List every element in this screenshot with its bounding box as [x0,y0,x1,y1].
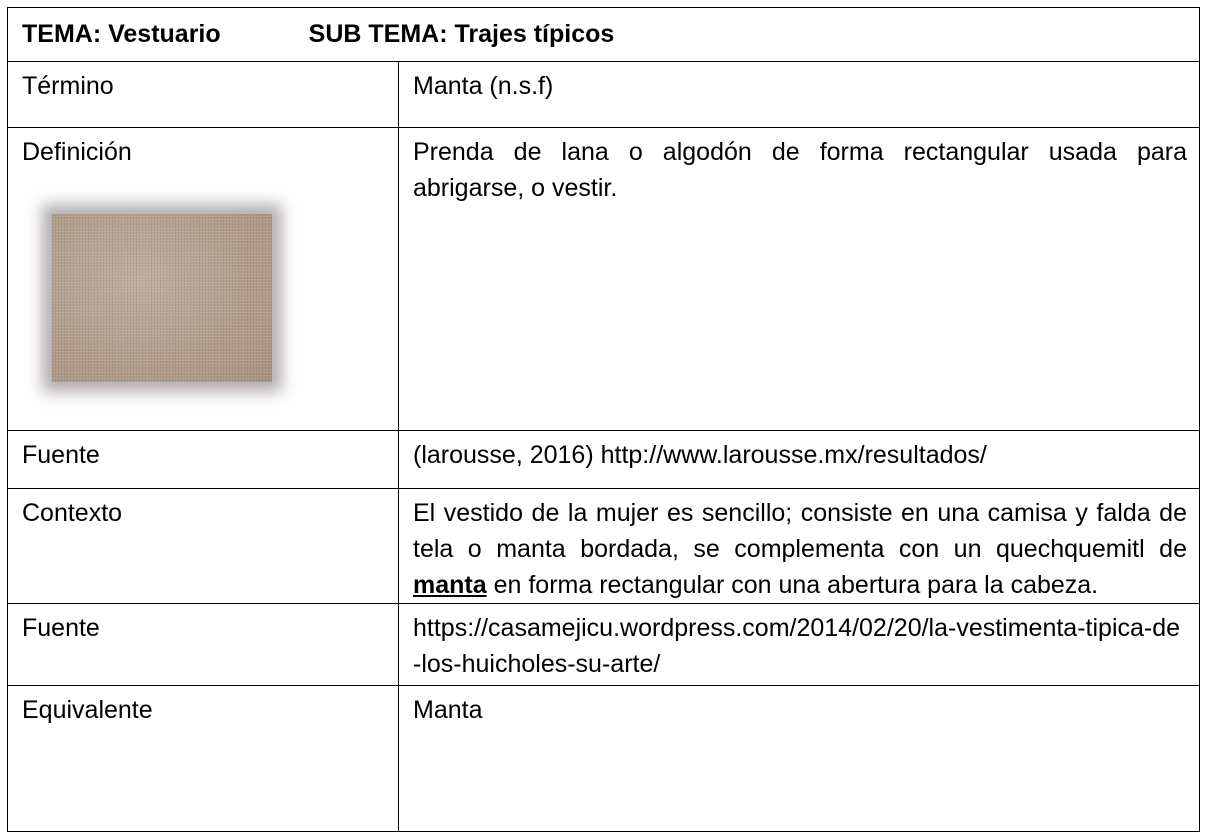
row-label: Contexto [7,488,399,604]
row-value: El vestido de la mujer es sencillo; cons… [398,488,1200,604]
tema: TEMA: Vestuario [22,20,221,48]
row-value: Manta (n.s.f) [398,61,1200,128]
context-text: El vestido de la mujer es sencillo; cons… [413,499,1187,563]
row-label: Fuente [7,603,399,686]
subtema: SUB TEMA: Trajes típicos [308,20,615,48]
row-label: Equivalente [7,685,399,832]
row: Fuente https://casamejicu.wordpress.com/… [7,603,1200,686]
row-label: Fuente [7,430,399,489]
row: Contexto El vestido de la mujer es senci… [7,488,1200,604]
row: Término Manta (n.s.f) [7,61,1200,128]
row-label-cell: Definición [7,127,399,431]
row-value: (larousse, 2016) http://www.larousse.mx/… [398,430,1200,489]
row-value: https://casamejicu.wordpress.com/2014/02… [398,603,1200,686]
header-row: TEMA: Vestuario SUB TEMA: Trajes típicos [7,7,1200,62]
row-value: Manta [398,685,1200,832]
context-text: en forma rectangular con una abertura pa… [486,571,1099,599]
image-area [22,170,390,400]
row-value: Prenda de lana o algodón de forma rectan… [398,127,1200,431]
row: Definición Prenda de lana o algodón de f… [7,127,1200,431]
header-cell: TEMA: Vestuario SUB TEMA: Trajes típicos [7,7,1200,62]
row-label: Definición [22,138,132,166]
fabric-image [52,214,272,382]
row: Fuente (larousse, 2016) http://www.larou… [7,430,1200,489]
context-term: manta [413,571,487,599]
row-label: Término [7,61,399,128]
row: Equivalente Manta [7,685,1200,832]
term-table: TEMA: Vestuario SUB TEMA: Trajes típicos … [7,7,1200,832]
